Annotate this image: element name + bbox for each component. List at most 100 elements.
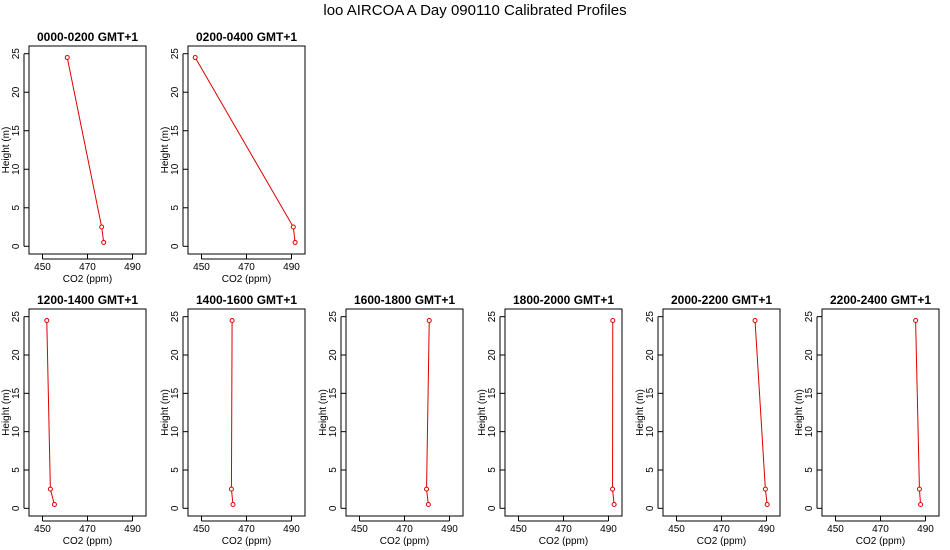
y-tick-label: 5 <box>328 467 339 473</box>
y-tick-label: 0 <box>170 505 181 511</box>
data-point <box>426 318 432 323</box>
data-point <box>192 55 198 61</box>
panel-title: 1600-1800 GMT+1 <box>354 293 455 307</box>
data-point <box>44 318 50 323</box>
y-axis-label: Height (m) <box>635 389 646 436</box>
x-tick-label: 470 <box>238 262 255 273</box>
data-point <box>290 224 296 230</box>
x-tick-label: 450 <box>827 524 844 535</box>
plot-frame <box>821 308 940 517</box>
plot-frame <box>28 308 147 517</box>
panel-title: 0200-0400 GMT+1 <box>196 30 297 44</box>
x-axis-label: CO2 (ppm) <box>63 536 112 547</box>
data-point <box>425 502 431 507</box>
y-tick-label: 0 <box>170 243 181 249</box>
y-tick-label: 25 <box>11 311 22 323</box>
y-tick-label: 5 <box>804 467 815 473</box>
y-tick-label: 10 <box>645 426 656 438</box>
data-point <box>918 502 924 507</box>
x-tick-label: 470 <box>396 524 413 535</box>
x-tick-label: 490 <box>124 262 141 273</box>
data-point <box>51 502 57 507</box>
y-tick-label: 10 <box>170 163 181 175</box>
y-tick-label: 15 <box>804 387 815 399</box>
x-tick-label: 470 <box>238 524 255 535</box>
series-line <box>915 320 922 505</box>
y-tick-label: 20 <box>645 349 656 361</box>
y-tick-label: 25 <box>328 311 339 323</box>
y-tick-label: 15 <box>328 387 339 399</box>
y-tick-label: 0 <box>11 505 22 511</box>
y-axis-label: Height (m) <box>794 389 805 436</box>
x-axis-label: CO2 (ppm) <box>222 536 271 547</box>
plot-frame <box>187 308 306 517</box>
y-tick-label: 25 <box>11 48 22 60</box>
x-tick-label: 450 <box>34 524 51 535</box>
series-line <box>230 320 234 505</box>
data-point <box>228 486 234 492</box>
x-tick-label: 490 <box>917 524 934 535</box>
y-tick-label: 20 <box>328 349 339 361</box>
panel-title: 1800-2000 GMT+1 <box>513 293 614 307</box>
y-tick-label: 20 <box>11 349 22 361</box>
y-tick-label: 25 <box>804 311 815 323</box>
y-tick-label: 10 <box>11 163 22 175</box>
y-tick-label: 5 <box>170 467 181 473</box>
data-point <box>230 502 236 507</box>
y-axis-label: Height (m) <box>477 389 488 436</box>
y-tick-label: 0 <box>645 505 656 511</box>
plot-frame <box>28 45 147 255</box>
y-tick-label: 0 <box>11 243 22 249</box>
x-tick-label: 490 <box>283 262 300 273</box>
data-point <box>292 239 298 245</box>
y-tick-label: 5 <box>487 467 498 473</box>
x-tick-label: 470 <box>79 524 96 535</box>
y-tick-label: 20 <box>487 349 498 361</box>
profile-panel: 0200-0400 GMT+1 450 470 490 CO2 (ppm) 0 5 10 15 2… <box>160 30 306 285</box>
y-tick-label: 10 <box>328 426 339 438</box>
x-axis-label: CO2 (ppm) <box>380 536 429 547</box>
data-point <box>916 486 922 492</box>
series-line <box>194 57 296 243</box>
plot-frame <box>345 308 464 517</box>
data-point <box>229 318 235 323</box>
data-point <box>424 486 430 492</box>
y-tick-label: 5 <box>11 467 22 473</box>
profile-panel: 1600-1800 GMT+1 450 470 490 CO2 (ppm) 0 5 10 15 2… <box>318 293 464 547</box>
y-tick-label: 10 <box>804 426 815 438</box>
x-tick-label: 490 <box>441 524 458 535</box>
series-line <box>66 57 105 243</box>
y-axis-label: Height (m) <box>318 389 329 436</box>
x-tick-label: 470 <box>872 524 889 535</box>
data-point <box>64 55 70 61</box>
x-tick-label: 470 <box>713 524 730 535</box>
data-point <box>913 318 919 323</box>
y-tick-label: 5 <box>645 467 656 473</box>
x-tick-label: 470 <box>79 262 96 273</box>
panel-title: 1200-1400 GMT+1 <box>37 293 138 307</box>
page-title: loo AIRCOA A Day 090110 Calibrated Profi… <box>323 2 627 19</box>
y-tick-label: 0 <box>804 505 815 511</box>
y-tick-label: 20 <box>11 86 22 98</box>
profile-panel: 2000-2200 GMT+1 450 470 490 CO2 (ppm) 0 5 10 15 2… <box>635 293 781 547</box>
series-line <box>46 320 55 505</box>
y-tick-label: 25 <box>170 311 181 323</box>
y-tick-label: 10 <box>11 426 22 438</box>
x-axis-label: CO2 (ppm) <box>539 536 588 547</box>
plot-frame <box>504 308 623 517</box>
x-tick-label: 450 <box>668 524 685 535</box>
panel-title: 2000-2200 GMT+1 <box>671 293 772 307</box>
y-axis-label: Height (m) <box>1 389 12 436</box>
data-point <box>764 502 770 507</box>
y-tick-label: 15 <box>170 125 181 137</box>
y-tick-label: 20 <box>170 86 181 98</box>
x-axis-label: CO2 (ppm) <box>697 536 746 547</box>
y-tick-label: 5 <box>170 205 181 211</box>
x-tick-label: 450 <box>193 524 210 535</box>
x-tick-label: 450 <box>34 262 51 273</box>
panel-title: 0000-0200 GMT+1 <box>37 30 138 44</box>
panel-title: 2200-2400 GMT+1 <box>830 293 931 307</box>
profile-panel: 1800-2000 GMT+1 450 470 490 CO2 (ppm) 0 5 10 15 2… <box>477 293 623 547</box>
y-tick-label: 15 <box>487 387 498 399</box>
y-tick-label: 5 <box>11 205 22 211</box>
